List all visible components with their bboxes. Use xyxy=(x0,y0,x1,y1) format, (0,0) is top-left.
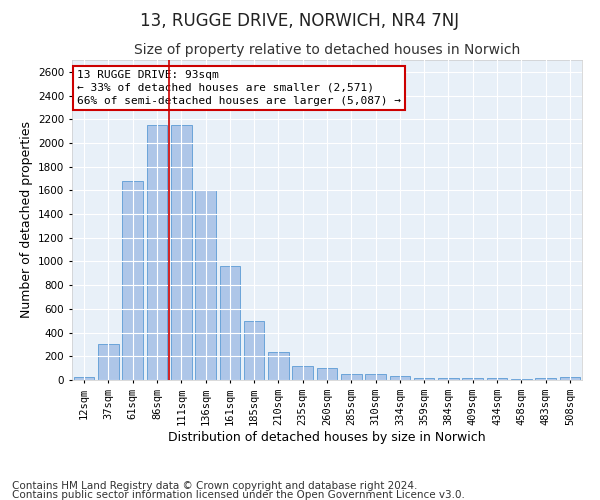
Bar xyxy=(244,320,265,380)
Bar xyxy=(195,190,216,380)
Bar xyxy=(414,378,434,380)
Bar xyxy=(171,125,191,380)
Bar xyxy=(268,352,289,380)
Bar xyxy=(389,376,410,380)
Bar xyxy=(535,378,556,380)
Bar xyxy=(146,125,167,380)
Text: Contains HM Land Registry data © Crown copyright and database right 2024.: Contains HM Land Registry data © Crown c… xyxy=(12,481,418,491)
Bar xyxy=(74,377,94,380)
Bar xyxy=(341,374,362,380)
X-axis label: Distribution of detached houses by size in Norwich: Distribution of detached houses by size … xyxy=(168,430,486,444)
Text: 13 RUGGE DRIVE: 93sqm
← 33% of detached houses are smaller (2,571)
66% of semi-d: 13 RUGGE DRIVE: 93sqm ← 33% of detached … xyxy=(77,70,401,106)
Bar xyxy=(317,368,337,380)
Bar xyxy=(463,378,483,380)
Bar xyxy=(487,378,508,380)
Bar xyxy=(365,374,386,380)
Bar xyxy=(438,378,459,380)
Bar xyxy=(122,182,143,380)
Y-axis label: Number of detached properties: Number of detached properties xyxy=(20,122,32,318)
Bar xyxy=(292,366,313,380)
Text: Contains public sector information licensed under the Open Government Licence v3: Contains public sector information licen… xyxy=(12,490,465,500)
Title: Size of property relative to detached houses in Norwich: Size of property relative to detached ho… xyxy=(134,44,520,58)
Bar xyxy=(220,266,240,380)
Bar xyxy=(560,377,580,380)
Text: 13, RUGGE DRIVE, NORWICH, NR4 7NJ: 13, RUGGE DRIVE, NORWICH, NR4 7NJ xyxy=(140,12,460,30)
Bar xyxy=(98,344,119,380)
